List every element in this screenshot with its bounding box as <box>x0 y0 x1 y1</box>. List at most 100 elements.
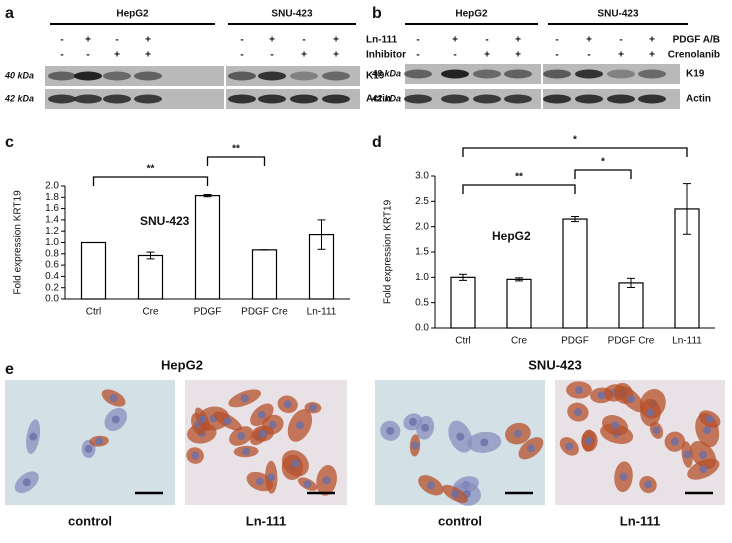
treatment-sign: + <box>618 50 624 61</box>
blot-band <box>134 71 162 81</box>
y-tick-label: 1.0 <box>415 272 429 283</box>
y-tick-label: 0.8 <box>45 248 59 259</box>
treatment-sign: - <box>416 35 419 46</box>
y-tick-label: 1.5 <box>415 247 429 258</box>
blot-band <box>103 94 131 104</box>
micrograph-caption: control <box>438 513 482 528</box>
nucleus <box>611 421 620 430</box>
nucleus <box>683 450 692 459</box>
nucleus <box>456 432 465 441</box>
blot-band <box>441 94 469 104</box>
y-tick-label: 0.6 <box>45 260 59 271</box>
nucleus <box>408 417 417 426</box>
bar <box>562 218 588 329</box>
y-tick-label: 0.0 <box>415 323 429 334</box>
nucleus <box>257 410 266 419</box>
micrograph-caption: control <box>68 513 112 528</box>
treatment-sign: - <box>86 50 89 61</box>
treatment-sign: + <box>484 50 490 61</box>
significance-bracket <box>92 176 209 186</box>
x-tick-label: PDGF <box>194 307 222 318</box>
y-tick-label: 1.8 <box>45 192 59 203</box>
x-tick-label: Ctrl <box>86 307 102 318</box>
y-tick-label: 3.0 <box>415 171 429 182</box>
blot-band <box>543 69 571 79</box>
nucleus <box>268 420 277 429</box>
y-tick-label: 0.5 <box>415 297 429 308</box>
bar <box>137 254 164 300</box>
bar <box>618 282 644 329</box>
blot-band <box>543 94 571 104</box>
treatment-sign: + <box>145 50 151 61</box>
x-tick-label: PDGF Cre <box>608 336 655 347</box>
band-label: K19 <box>686 69 705 80</box>
treatment-sign: + <box>586 35 592 46</box>
micrograph-caption: Ln-111 <box>620 513 660 528</box>
y-tick-label: 1.0 <box>45 237 59 248</box>
nucleus <box>283 400 292 409</box>
blot-band <box>103 71 131 81</box>
x-tick-label: Cre <box>511 336 528 347</box>
micrograph-caption: Ln-111 <box>246 513 286 528</box>
nucleus <box>322 476 331 485</box>
nucleus <box>627 395 636 404</box>
treatment-sign: + <box>649 50 655 61</box>
nucleus <box>242 447 251 456</box>
treatment-sign: - <box>555 35 558 46</box>
y-tick-label: 1.4 <box>45 215 59 226</box>
blot-band <box>228 94 256 104</box>
annotation: SNU-423 <box>140 214 190 228</box>
y-axis-label: Fold expression KRT19 <box>13 190 24 295</box>
treatment-sign: - <box>485 35 488 46</box>
nucleus <box>573 408 582 417</box>
blot-band <box>607 69 635 79</box>
significance-bracket <box>462 184 576 194</box>
nucleus <box>22 478 31 487</box>
band-label: Actin <box>686 94 711 105</box>
blot-band <box>228 71 256 81</box>
nucleus <box>513 429 522 438</box>
row-label: Ln-111 <box>366 35 398 46</box>
nucleus <box>703 426 712 435</box>
nucleus <box>619 472 628 481</box>
blot-band <box>290 94 318 104</box>
x-tick-label: Ctrl <box>455 336 471 347</box>
treatment-sign: - <box>240 35 243 46</box>
nucleus <box>84 444 93 453</box>
treatment-sign: + <box>301 50 307 61</box>
panel-label: c <box>5 134 14 151</box>
y-tick-label: 1.2 <box>45 226 59 237</box>
nucleus <box>451 490 460 499</box>
nucleus <box>574 386 583 395</box>
row-label: Crenolanib <box>668 50 720 61</box>
group-title: SNU-423 <box>528 357 581 372</box>
nucleus <box>29 432 38 441</box>
blot-band <box>74 71 102 81</box>
treatment-sign: + <box>333 50 339 61</box>
marker-label: 40 kDa <box>371 68 401 78</box>
blot-band <box>134 94 162 104</box>
nucleus <box>237 432 246 441</box>
nucleus <box>699 451 708 460</box>
treatment-sign: - <box>555 50 558 61</box>
blot-band <box>404 69 432 79</box>
treatment-sign: - <box>60 35 63 46</box>
nucleus <box>198 415 207 424</box>
treatment-sign: - <box>270 50 273 61</box>
nucleus <box>584 436 593 445</box>
blot-band <box>473 94 501 104</box>
blot-band <box>290 71 318 81</box>
nucleus <box>670 437 679 446</box>
nucleus <box>223 417 232 426</box>
annotation: HepG2 <box>492 229 531 243</box>
nucleus <box>109 394 118 403</box>
blot-band <box>575 94 603 104</box>
treatment-sign: - <box>302 35 305 46</box>
nucleus <box>291 459 300 468</box>
bar <box>506 278 532 329</box>
blot-band <box>638 69 666 79</box>
significance-bracket <box>206 156 266 166</box>
treatment-sign: - <box>587 50 590 61</box>
band-label: K19 <box>366 71 385 82</box>
